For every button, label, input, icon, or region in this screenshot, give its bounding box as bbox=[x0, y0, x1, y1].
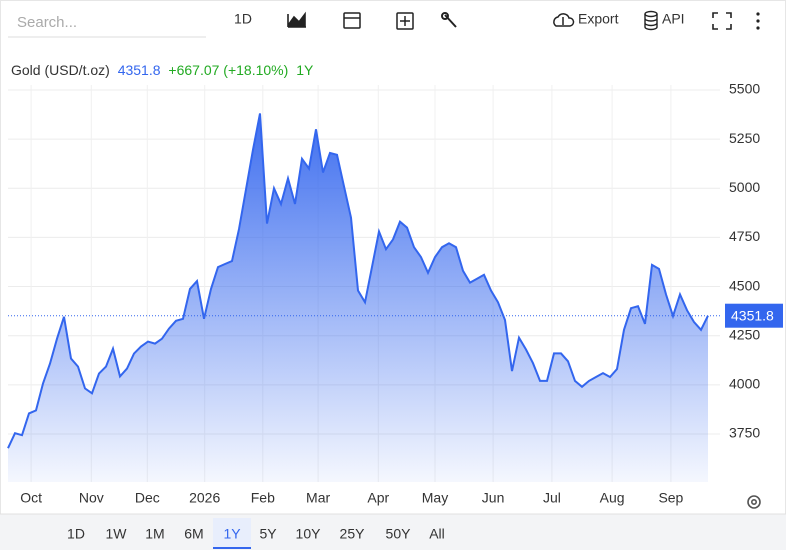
range-button[interactable]: 50Y bbox=[386, 526, 412, 542]
chart-settings-icon[interactable] bbox=[747, 495, 761, 509]
interval-button[interactable]: 1D bbox=[234, 11, 252, 27]
plot: 3750 4000 4250 4500 4750 5000 5250 5500 Oct Nov De… bbox=[7, 81, 783, 506]
y-tick-label: 4250 bbox=[729, 326, 760, 342]
x-tick-label: Mar bbox=[306, 490, 330, 506]
area-fill bbox=[8, 113, 708, 482]
fullscreen-icon[interactable] bbox=[712, 12, 732, 30]
x-tick-label: Apr bbox=[367, 490, 389, 506]
range-button[interactable]: 25Y bbox=[340, 526, 366, 542]
range-button[interactable]: 6M bbox=[184, 526, 203, 542]
export-icon[interactable] bbox=[553, 13, 575, 27]
calendar-icon[interactable] bbox=[343, 12, 361, 29]
range-button[interactable]: 5Y bbox=[259, 526, 277, 542]
x-tick-label: Feb bbox=[251, 490, 275, 506]
x-tick-label: Jun bbox=[482, 490, 505, 506]
menu-icon[interactable] bbox=[756, 12, 760, 30]
x-tick-label: Sep bbox=[658, 490, 683, 506]
range-selected-bg bbox=[213, 518, 251, 548]
x-tick-label: Dec bbox=[135, 490, 160, 506]
x-tick-label: Jul bbox=[543, 490, 561, 506]
legend: Gold (USD/t.oz) 4351.8 +667.07 (+18.10%)… bbox=[11, 62, 314, 78]
y-tick-label: 4750 bbox=[729, 228, 760, 244]
x-tick-label: Aug bbox=[600, 490, 625, 506]
last-price-label: 4351.8 bbox=[731, 307, 774, 323]
range-button[interactable]: 1M bbox=[145, 526, 164, 542]
chart-type-icon[interactable] bbox=[287, 11, 306, 28]
y-tick-label: 5000 bbox=[729, 179, 760, 195]
last-value: 4351.8 bbox=[118, 62, 161, 78]
x-tick-label: Nov bbox=[79, 490, 104, 506]
x-tick-label: Oct bbox=[20, 490, 42, 506]
range-button[interactable]: 1W bbox=[106, 526, 128, 542]
period: 1Y bbox=[296, 62, 314, 78]
range-buttons: 1D 1W 1M 6M 1Y 5Y 10Y 25Y 50Y All bbox=[67, 518, 445, 549]
x-tick-label: 2026 bbox=[189, 490, 220, 506]
range-button[interactable]: 1D bbox=[67, 526, 85, 542]
y-tick-label: 4000 bbox=[729, 376, 760, 392]
x-tick-label: May bbox=[422, 490, 448, 506]
change: +667.07 (+18.10%) bbox=[168, 62, 288, 78]
range-bar bbox=[0, 514, 786, 550]
price-line bbox=[7, 113, 709, 449]
settings-wrench-icon[interactable] bbox=[441, 12, 457, 28]
range-button[interactable]: 10Y bbox=[296, 526, 322, 542]
api-icon[interactable] bbox=[644, 10, 658, 31]
y-tick-label: 3750 bbox=[729, 425, 760, 441]
export-button[interactable]: Export bbox=[578, 11, 619, 27]
api-button[interactable]: API bbox=[662, 11, 685, 27]
last-price-box bbox=[725, 303, 783, 328]
search-box[interactable]: Search... bbox=[17, 14, 77, 31]
y-tick-label: 4500 bbox=[729, 277, 760, 293]
range-button[interactable]: 1Y bbox=[223, 526, 241, 542]
y-tick-label: 5500 bbox=[729, 81, 760, 97]
y-tick-label: 5250 bbox=[729, 130, 760, 146]
series-name: Gold (USD/t.oz) bbox=[11, 62, 110, 78]
add-icon[interactable] bbox=[396, 12, 414, 30]
range-button[interactable]: All bbox=[429, 526, 445, 542]
